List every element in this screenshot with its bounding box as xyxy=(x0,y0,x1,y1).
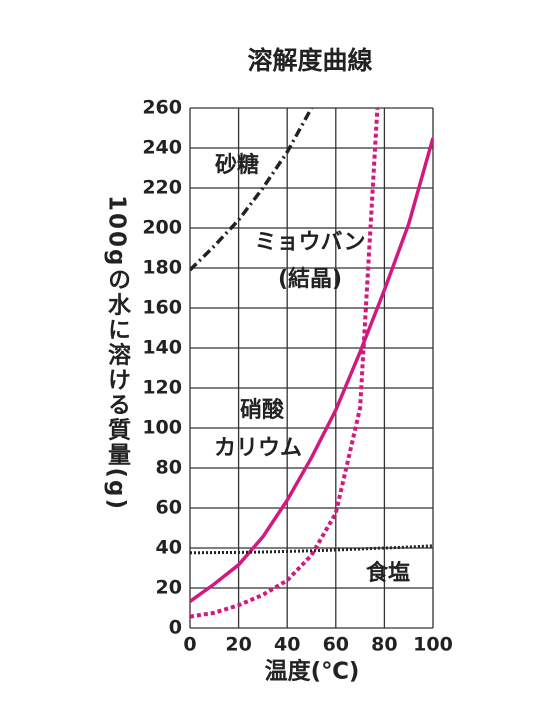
y-tick-label: 200 xyxy=(142,217,182,239)
y-tick-label: 220 xyxy=(142,177,182,199)
y-tick-label: 40 xyxy=(156,537,182,559)
y-axis-label: 100gの水に溶ける質量(g) xyxy=(104,195,132,511)
series-label: 食塩 xyxy=(366,560,410,586)
series-line xyxy=(190,544,433,555)
x-tick-label: 100 xyxy=(413,634,453,656)
y-tick-label: 140 xyxy=(142,337,182,359)
series-line xyxy=(190,137,433,603)
series-label: 硝酸 xyxy=(240,397,285,423)
series-line xyxy=(190,108,314,272)
series-label: (結晶) xyxy=(278,266,342,292)
x-tick-label: 60 xyxy=(323,634,349,656)
x-tick-label: 0 xyxy=(183,634,196,656)
y-tick-label: 100 xyxy=(142,417,182,439)
y-tick-label: 260 xyxy=(142,97,182,119)
y-tick-label: 60 xyxy=(156,497,182,519)
series-label: カリウム xyxy=(214,436,302,461)
series-line xyxy=(190,108,380,619)
y-tick-label: 120 xyxy=(142,377,182,399)
series-label: 砂糖 xyxy=(215,152,259,178)
y-tick-label: 20 xyxy=(156,577,182,599)
y-tick-label: 180 xyxy=(142,257,182,279)
series-label: ミョウバン xyxy=(254,230,365,255)
x-tick-label: 40 xyxy=(274,634,300,656)
y-tick-label: 160 xyxy=(142,297,182,319)
y-tick-label: 0 xyxy=(169,617,182,639)
chart-title: 溶解度曲線 xyxy=(247,46,372,75)
x-tick-label: 20 xyxy=(225,634,251,656)
y-tick-label: 80 xyxy=(156,457,182,479)
y-tick-label: 240 xyxy=(142,137,182,159)
x-axis-label: 温度(℃) xyxy=(265,658,360,685)
x-tick-label: 80 xyxy=(371,634,397,656)
